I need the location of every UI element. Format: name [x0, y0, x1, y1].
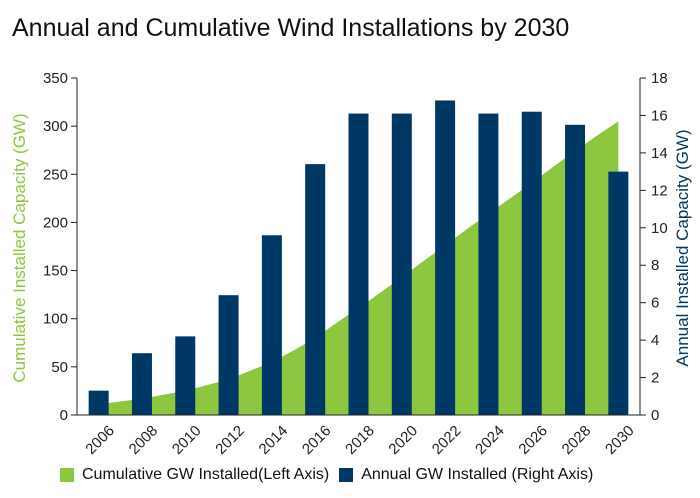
y-left-tick-label: 150 — [43, 263, 68, 280]
legend-label-annual: Annual GW Installed (Right Axis) — [361, 466, 594, 483]
y-right-tick-label: 4 — [651, 332, 659, 349]
x-tick-label: 2020 — [386, 422, 422, 458]
annual-bar-2018 — [348, 113, 369, 416]
y-left-tick-label: 200 — [43, 214, 68, 231]
y-right-tick-label: 12 — [651, 182, 668, 199]
annual-bar-2012 — [218, 295, 239, 415]
annual-bar-2006 — [88, 390, 109, 415]
legend-swatch-annual — [339, 468, 354, 482]
x-tick-label: 2016 — [299, 422, 335, 458]
x-tick-label: 2010 — [169, 422, 205, 458]
y-left-tick-label: 50 — [51, 359, 68, 376]
annual-bar-2008 — [131, 353, 152, 415]
x-tick-label: 2012 — [212, 422, 248, 458]
legend-item-annual: Annual GW Installed (Right Axis) — [339, 466, 593, 484]
chart-title: Annual and Cumulative Wind Installations… — [12, 14, 570, 42]
x-tick-label: 2024 — [472, 422, 508, 458]
y-right-tick-label: 18 — [651, 70, 668, 87]
y-left-tick-label: 0 — [60, 407, 68, 424]
y-right-tick-label: 2 — [651, 370, 659, 387]
x-tick-label: 2028 — [559, 422, 595, 458]
x-tick-label: 2008 — [126, 422, 162, 458]
y-right-tick-label: 16 — [651, 107, 668, 124]
y-right-tick-label: 8 — [651, 257, 659, 274]
bar-layer — [88, 100, 629, 416]
annual-bar-2024 — [478, 113, 499, 416]
annual-bar-2014 — [261, 235, 282, 415]
legend: Cumulative GW Installed(Left Axis) Annua… — [60, 466, 603, 484]
y-axis-right-title: Annual Installed Capacity (GW) — [673, 129, 692, 366]
legend-item-cumulative: Cumulative GW Installed(Left Axis) — [60, 466, 329, 484]
x-tick-label: 2030 — [602, 422, 638, 458]
legend-label-cumulative: Cumulative GW Installed(Left Axis) — [82, 466, 330, 483]
x-tick-label: 2022 — [429, 422, 465, 458]
y-axis-left-title: Cumulative Installed Capacity (GW) — [10, 113, 29, 382]
annual-bar-2020 — [391, 113, 412, 416]
y-left-tick-label: 300 — [43, 118, 68, 135]
axes-layer — [71, 77, 646, 416]
annual-bar-2022 — [435, 100, 456, 415]
y-left-tick-label: 350 — [43, 70, 68, 87]
y-right-tick-label: 0 — [651, 407, 659, 424]
x-tick-label: 2018 — [342, 422, 378, 458]
y-left-tick-label: 100 — [43, 311, 68, 328]
x-tick-label: 2014 — [256, 422, 292, 458]
annual-bar-2010 — [175, 336, 196, 415]
annual-bar-2026 — [521, 111, 542, 415]
x-tick-label: 2006 — [82, 422, 118, 458]
x-tick-label: 2026 — [515, 422, 551, 458]
y-left-tick-label: 250 — [43, 166, 68, 183]
annual-bar-2030 — [608, 171, 629, 415]
y-right-tick-label: 6 — [651, 295, 659, 312]
y-right-tick-label: 10 — [651, 220, 668, 237]
annual-bar-2016 — [305, 164, 326, 415]
y-right-tick-label: 14 — [651, 145, 668, 162]
annual-bar-2028 — [565, 124, 586, 416]
legend-swatch-cumulative — [60, 468, 74, 482]
